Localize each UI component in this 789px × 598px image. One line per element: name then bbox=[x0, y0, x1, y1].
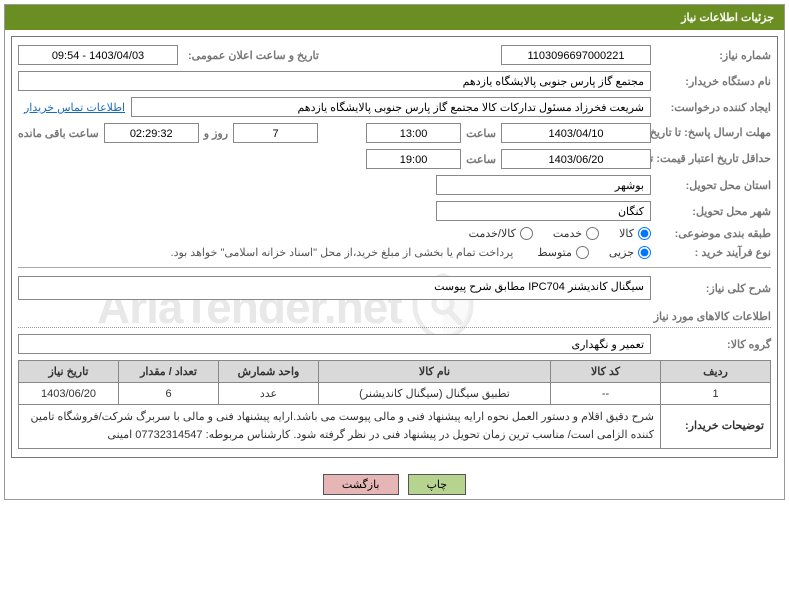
print-button[interactable]: چاپ bbox=[408, 474, 467, 495]
field-city: کنگان bbox=[436, 201, 651, 221]
label-subject-class: طبقه بندی موضوعی: bbox=[651, 227, 771, 240]
cell-qty: 6 bbox=[119, 383, 219, 405]
label-city: شهر محل تحویل: bbox=[651, 205, 771, 218]
items-table: ردیف کد کالا نام کالا واحد شمارش تعداد /… bbox=[18, 360, 771, 449]
radio-kala-input[interactable] bbox=[638, 227, 651, 240]
label-remain: ساعت باقی مانده bbox=[18, 127, 99, 140]
radio-kala-khedmat-input[interactable] bbox=[520, 227, 533, 240]
label-requester: ایجاد کننده درخواست: bbox=[651, 101, 771, 114]
cell-idx: 1 bbox=[661, 383, 771, 405]
field-buyer-org: مجتمع گاز پارس جنوبی پالایشگاه یازدهم bbox=[18, 71, 651, 91]
field-need-no: 1103096697000221 bbox=[501, 45, 651, 65]
th-qty: تعداد / مقدار bbox=[119, 361, 219, 383]
cell-unit: عدد bbox=[219, 383, 319, 405]
radio-jozi-input[interactable] bbox=[638, 246, 651, 259]
label-roz: روز و bbox=[204, 127, 228, 140]
field-reply-time: 13:00 bbox=[366, 123, 461, 143]
radio-kala-label: کالا bbox=[619, 227, 634, 240]
radio-kala-khedmat[interactable]: کالا/خدمت bbox=[469, 227, 533, 240]
cell-name: تطبیق سیگنال (سیگنال کاندیشنر) bbox=[319, 383, 551, 405]
label-goods-group: گروه کالا: bbox=[651, 338, 771, 351]
label-saat-2: ساعت bbox=[466, 153, 496, 166]
label-announce-dt: تاریخ و ساعت اعلان عمومی: bbox=[184, 49, 319, 62]
label-province: استان محل تحویل: bbox=[651, 179, 771, 192]
field-remain-time: 02:29:32 bbox=[104, 123, 199, 143]
label-purchase-type: نوع فرآیند خرید : bbox=[651, 246, 771, 259]
field-validity-date: 1403/06/20 bbox=[501, 149, 651, 169]
cell-code: -- bbox=[551, 383, 661, 405]
th-unit: واحد شمارش bbox=[219, 361, 319, 383]
cell-date: 1403/06/20 bbox=[19, 383, 119, 405]
th-name: نام کالا bbox=[319, 361, 551, 383]
field-announce-dt: 1403/04/03 - 09:54 bbox=[18, 45, 178, 65]
table-row: 1 -- تطبیق سیگنال (سیگنال کاندیشنر) عدد … bbox=[19, 383, 771, 405]
section-items-info: اطلاعات کالاهای مورد نیاز bbox=[18, 310, 771, 328]
radio-kala-khedmat-label: کالا/خدمت bbox=[469, 227, 516, 240]
field-general-desc: سیگنال کاندیشنر IPC704 مطابق شرح پیوست bbox=[18, 276, 651, 300]
label-reply-deadline: مهلت ارسال پاسخ: تا تاریخ: bbox=[651, 126, 771, 140]
table-header-row: ردیف کد کالا نام کالا واحد شمارش تعداد /… bbox=[19, 361, 771, 383]
field-goods-group: تعمیر و نگهداری bbox=[18, 334, 651, 354]
label-saat-1: ساعت bbox=[466, 127, 496, 140]
back-button[interactable]: بازگشت bbox=[323, 474, 399, 495]
radio-motavaset-input[interactable] bbox=[576, 246, 589, 259]
th-code: کد کالا bbox=[551, 361, 661, 383]
radio-khedmat-label: خدمت bbox=[553, 227, 582, 240]
label-buyer-org: نام دستگاه خریدار: bbox=[651, 75, 771, 88]
panel-title: جزئیات اطلاعات نیاز bbox=[5, 5, 784, 30]
radio-jozi[interactable]: جزیی bbox=[609, 246, 651, 259]
label-need-no: شماره نیاز: bbox=[651, 49, 771, 62]
radio-khedmat[interactable]: خدمت bbox=[553, 227, 599, 240]
buyer-notes-row: توضیحات خریدار: شرح دقیق اقلام و دستور ا… bbox=[19, 405, 771, 449]
label-general-desc: شرح کلی نیاز: bbox=[651, 282, 771, 295]
field-requester: شریعت فخرزاد مسئول تدارکات کالا مجتمع گا… bbox=[131, 97, 651, 117]
radio-jozi-label: جزیی bbox=[609, 246, 634, 259]
radio-kala[interactable]: کالا bbox=[619, 227, 651, 240]
radio-motavaset-label: متوسط bbox=[537, 246, 572, 259]
th-row: ردیف bbox=[661, 361, 771, 383]
pay-note: پرداخت تمام یا بخشی از مبلغ خرید،از محل … bbox=[171, 246, 514, 259]
label-buyer-notes: توضیحات خریدار: bbox=[661, 405, 771, 449]
field-province: بوشهر bbox=[436, 175, 651, 195]
th-date: تاریخ نیاز bbox=[19, 361, 119, 383]
radio-motavaset[interactable]: متوسط bbox=[537, 246, 589, 259]
field-validity-time: 19:00 bbox=[366, 149, 461, 169]
field-remain-days: 7 bbox=[233, 123, 318, 143]
contact-link[interactable]: اطلاعات تماس خریدار bbox=[18, 99, 131, 116]
field-reply-date: 1403/04/10 bbox=[501, 123, 651, 143]
cell-buyer-notes: شرح دقیق اقلام و دستور العمل نحوه ارایه … bbox=[19, 405, 661, 449]
label-price-validity: حداقل تاریخ اعتبار قیمت: تا تاریخ: bbox=[651, 152, 771, 166]
radio-khedmat-input[interactable] bbox=[586, 227, 599, 240]
